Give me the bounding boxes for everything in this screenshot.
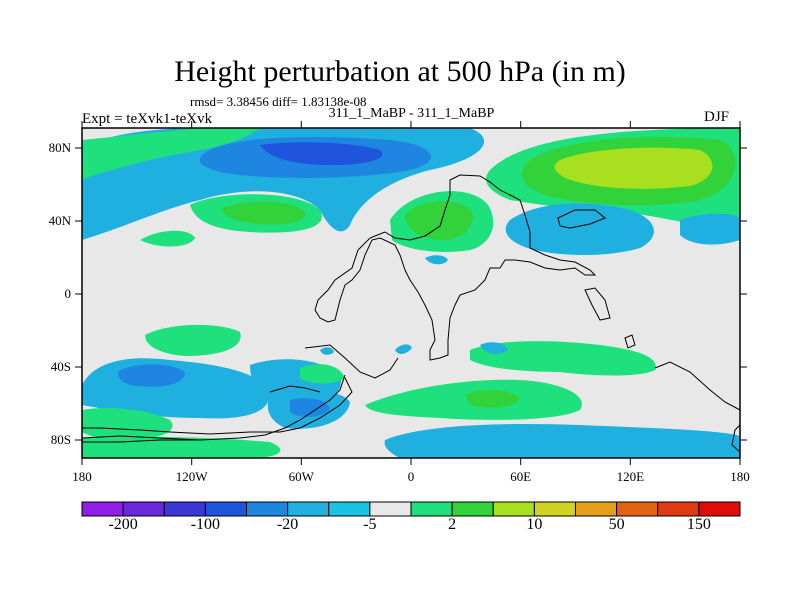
colorbar-box <box>246 501 289 517</box>
colorbar-box <box>122 501 165 517</box>
asia-southeast-outline <box>584 287 611 321</box>
x-tick-label: 180 <box>730 469 750 484</box>
colorbar-box <box>698 501 741 517</box>
positive-region <box>140 230 195 247</box>
colorbar-box <box>575 501 618 517</box>
contour-field <box>82 128 740 458</box>
colorbar-box <box>163 501 206 517</box>
positive-region-core <box>222 201 306 225</box>
positive-region <box>82 408 173 440</box>
y-tick-label: 80S <box>51 432 71 447</box>
positive-region <box>300 364 345 384</box>
negative-region <box>425 255 448 265</box>
x-tick-label: 0 <box>408 469 415 484</box>
season-label: DJF <box>704 109 730 125</box>
colorbar-box <box>328 501 371 517</box>
south-america-north-outline <box>304 344 399 379</box>
colorbar-box <box>81 501 124 517</box>
stats-line: rmsd= 3.38456 diff= 1.83138e-08 <box>190 94 367 109</box>
positive-region <box>470 341 656 376</box>
plot-title: Height perturbation at 500 hPa (in m) <box>174 55 626 88</box>
positive-region-core <box>405 201 473 240</box>
x-axis-labels: 180 120W 60W 0 60E 120E 180 <box>72 469 750 484</box>
colorbar <box>81 501 741 517</box>
colorbar-label: 50 <box>608 516 625 533</box>
y-tick-label: 40N <box>49 213 72 228</box>
positive-region <box>82 128 260 180</box>
colorbar-box <box>410 501 453 517</box>
colorbar-label: -100 <box>190 516 221 533</box>
new-zealand-outline <box>731 424 740 453</box>
antarctica-inner-outline <box>82 377 353 435</box>
x-tick-label: 180 <box>72 469 92 484</box>
negative-region <box>395 344 412 354</box>
tick-marks <box>75 121 747 465</box>
x-tick-label: 60E <box>510 469 531 484</box>
australia-outline <box>654 361 740 411</box>
colorbar-box <box>287 501 330 517</box>
negative-region <box>680 213 740 245</box>
colorbar-label: 2 <box>448 516 457 533</box>
x-tick-label: 120E <box>617 469 645 484</box>
colorbar-box <box>492 501 535 517</box>
colorbar-box <box>204 501 247 517</box>
colorbar-label: -200 <box>108 516 138 533</box>
negative-region <box>320 347 334 355</box>
island-outline <box>624 334 636 349</box>
run-label: 311_1_MaBP - 311_1_MaBP <box>328 106 495 121</box>
negative-region <box>480 342 508 355</box>
eurasia-africa-outline <box>314 174 597 361</box>
y-axis-labels: 80N 40N 0 40S 80S <box>49 140 72 447</box>
negative-region-core <box>290 398 330 417</box>
colorbar-label: 150 <box>686 516 711 533</box>
negative-region <box>505 203 654 256</box>
colorbar-label: 10 <box>526 516 543 533</box>
positive-region-core <box>465 390 520 408</box>
negative-region-center <box>260 142 383 166</box>
x-tick-label: 60W <box>289 469 315 484</box>
antarctica-coast-outline <box>82 435 201 441</box>
colorbar-label: -5 <box>363 516 377 533</box>
positive-region <box>82 436 281 458</box>
colorbar-box <box>451 501 494 517</box>
x-tick-label: 120W <box>176 469 209 484</box>
antarctic-peninsula-outline <box>269 385 321 393</box>
negative-region <box>384 423 740 458</box>
y-tick-label: 0 <box>65 286 72 301</box>
colorbar-box <box>533 501 576 517</box>
colorbar-box <box>369 501 412 517</box>
continent-outlines <box>82 174 740 453</box>
asia-peninsula-outline <box>557 209 606 229</box>
y-tick-label: 80N <box>49 140 72 155</box>
colorbar-box <box>657 501 700 517</box>
positive-region-high <box>554 147 713 189</box>
negative-region-core <box>118 364 185 387</box>
colorbar-box <box>616 501 659 517</box>
colorbar-label: -20 <box>276 516 299 533</box>
positive-region <box>145 324 241 356</box>
y-tick-label: 40S <box>51 359 71 374</box>
experiment-label: Expt = teXvk1-teXvk <box>82 111 213 127</box>
